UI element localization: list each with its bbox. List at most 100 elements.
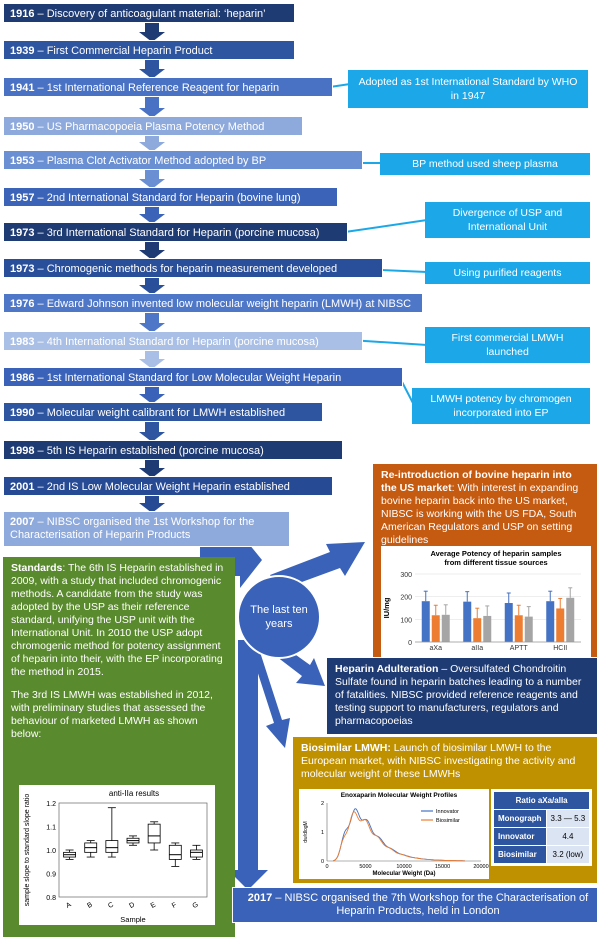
x-tick-label: 15000	[435, 864, 450, 870]
timeline-text: – 1st International Reference Reagent fo…	[34, 82, 280, 94]
timeline-year: 1950	[10, 121, 35, 133]
timeline-arrow	[139, 97, 165, 118]
timeline-text-2: Characterisation of Heparin Products	[10, 529, 191, 541]
timeline-text: – Discovery of anticoagulant material: ‘…	[34, 8, 266, 20]
series-line	[333, 808, 465, 862]
timeline-text-2: Heparin Products, held in London	[336, 905, 500, 917]
ratio-value: 3.2 (low)	[545, 845, 591, 864]
x-tick-label: A	[65, 901, 73, 910]
note-connector	[329, 83, 351, 88]
timeline-arrow	[139, 387, 165, 404]
legend-label: Biosimilar	[436, 818, 460, 824]
timeline-arrow	[139, 136, 165, 152]
x-axis-label: Molecular Weight (Da)	[373, 871, 436, 877]
note-ep-chromogen: LMWH potency by chromogen incorporated i…	[412, 388, 590, 424]
ratio-value: 4.4	[545, 827, 591, 846]
standards-para2: The 3rd IS LMWH was established in 2012,…	[11, 689, 213, 740]
y-tick-label: 0	[321, 859, 324, 865]
chart-title: Enoxaparin Molecular Weight Profiles	[341, 792, 458, 799]
bar	[556, 608, 565, 642]
x-tick-label: G	[192, 901, 200, 910]
x-tick-label: 10000	[396, 864, 411, 870]
y-tick-label: 0.9	[46, 872, 56, 879]
arrow-to-biosimilar	[252, 652, 290, 748]
bovine-heading: Re-introduction of bovine heparin into t…	[381, 469, 572, 494]
timeline-item-5: 1957 – 2nd International Standard for He…	[3, 187, 338, 207]
timeline-item-0: 1916 – Discovery of anticoagulant materi…	[3, 3, 295, 23]
timeline-item-6: 1973 – 3rd International Standard for He…	[3, 222, 348, 242]
x-axis-label: Sample	[120, 915, 145, 924]
timeline-item-1: 1939 – First Commercial Heparin Product	[3, 40, 295, 60]
timeline-arrow	[139, 23, 165, 42]
mw-profile-chart: Enoxaparin Molecular Weight Profiles 0 1 2 0…	[299, 789, 489, 879]
y-tick-label: 0	[408, 640, 412, 647]
timeline-text: – US Pharmacopoeia Plasma Potency Method	[34, 121, 265, 133]
timeline-year: 1973	[10, 263, 35, 275]
timeline-year: 2001	[10, 481, 35, 493]
timeline-text: – Plasma Clot Activator Method adopted b…	[34, 155, 267, 167]
timeline-text: – 2nd IS Low Molecular Weight Heparin es…	[34, 481, 290, 493]
y-tick-label: 100	[400, 617, 412, 624]
x-tick-label: aXa	[430, 645, 443, 652]
timeline-year: 1953	[10, 155, 35, 167]
timeline-item-7: 1973 – Chromogenic methods for heparin m…	[3, 258, 383, 278]
biosimilar-heading: Biosimilar LMWH:	[301, 742, 391, 754]
plot-frame	[58, 802, 208, 898]
note-who-1947: Adopted as 1st International Standard by…	[348, 70, 588, 108]
anti-iia-box-chart: anti-IIa results 0.8 0.9 1.0 1.1 1.2 sample sl…	[19, 785, 215, 925]
bar	[421, 601, 430, 642]
timeline-year: 1983	[10, 336, 35, 348]
bar	[504, 603, 513, 642]
y-tick-label: 1	[321, 830, 324, 836]
timeline-year: 1990	[10, 407, 35, 419]
timeline-year: 1986	[10, 372, 35, 384]
standards-panel: Standards: The 6th IS Heparin establishe…	[3, 557, 235, 937]
x-tick-label: 0	[325, 864, 328, 870]
x-tick-label: aIIa	[471, 645, 483, 652]
timeline-arrow	[139, 422, 165, 442]
timeline-text: – 5th IS Heparin established (porcine mu…	[34, 445, 264, 457]
x-tick-label: APTT	[510, 645, 529, 652]
timeline-item-8: 1976 – Edward Johnson invented low molec…	[3, 293, 423, 313]
timeline-text: – First Commercial Heparin Product	[34, 45, 213, 57]
timeline-arrow	[139, 170, 165, 189]
timeline-text: – Molecular weight calibrant for LMWH es…	[34, 407, 286, 419]
timeline-year: 1941	[10, 82, 35, 94]
timeline-arrow	[139, 313, 165, 333]
timeline-year: 1973	[10, 227, 35, 239]
timeline-text: – Edward Johnson invented low molecular …	[34, 298, 412, 310]
timeline-item-13: 2001 – 2nd IS Low Molecular Weight Hepar…	[3, 476, 333, 496]
chart-title-line: from different tissue sources	[444, 558, 547, 567]
note-connector	[344, 219, 428, 233]
timeline-item-2007: 2007 – NIBSC organised the 1st Workshop …	[3, 511, 290, 547]
timeline-year: 2017	[247, 892, 273, 904]
timeline-item-12: 1998 – 5th IS Heparin established (porci…	[3, 440, 343, 460]
y-tick-label: 2	[321, 801, 324, 807]
bar	[566, 597, 575, 642]
y-axis-label: IU/mg	[382, 597, 391, 618]
chart-title: anti-IIa results	[109, 789, 159, 798]
x-tick-label: C	[107, 901, 115, 910]
timeline-text: – 4th International Standard for Heparin…	[34, 336, 319, 348]
x-tick-label: E	[150, 901, 158, 910]
timeline-text: – Chromogenic methods for heparin measur…	[34, 263, 338, 275]
bar	[524, 616, 533, 642]
ratio-value: 3.3 — 5.3	[545, 809, 591, 828]
adulteration-heading: Heparin Adulteration	[335, 663, 439, 675]
timeline-year: 1976	[10, 298, 35, 310]
potency-bar-chart: Average Potency of heparin samples from d…	[381, 546, 591, 670]
note-first-lmwh: First commercial LMWH launched	[425, 327, 590, 363]
y-tick-label: 1.2	[46, 801, 56, 808]
timeline-arrow	[139, 460, 165, 478]
timeline-year: 2007	[10, 516, 35, 528]
bovine-body: : With interest in expanding bovine hepa…	[381, 482, 579, 546]
box	[190, 849, 203, 858]
timeline-arrow	[139, 496, 165, 513]
ratio-header: Ratio aXa/aIIa	[492, 791, 591, 810]
legend-label: Innovator	[436, 809, 459, 815]
biosimilar-body: Launch of biosimilar LMWH to the Europea…	[301, 742, 576, 780]
timeline-item-11: 1990 – Molecular weight calibrant for LM…	[3, 402, 323, 422]
x-tick-label: F	[171, 902, 178, 910]
bovine-panel: Re-introduction of bovine heparin into t…	[372, 463, 598, 673]
timeline-item-9: 1983 – 4th International Standard for He…	[3, 331, 363, 351]
